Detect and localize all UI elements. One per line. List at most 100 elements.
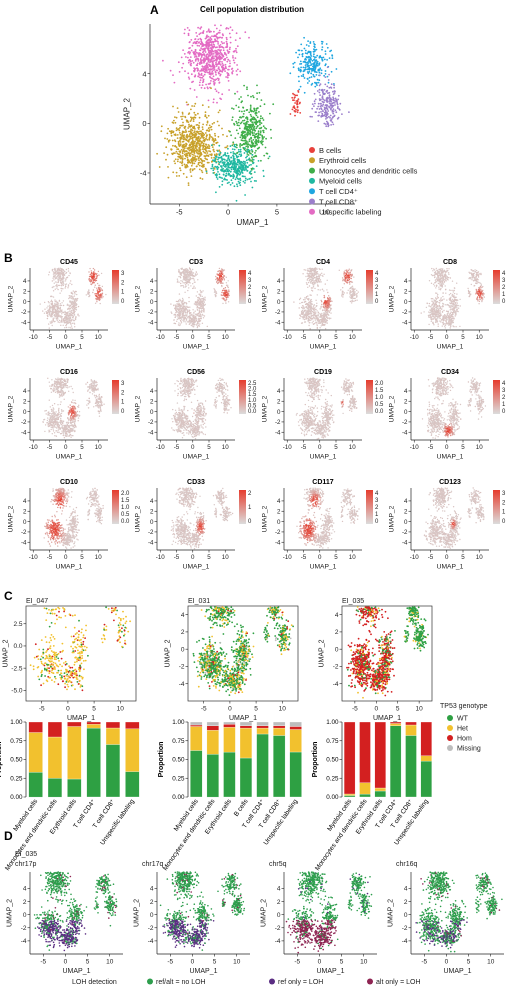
expression-point <box>192 319 195 321</box>
scatter-point <box>266 152 269 155</box>
scatter-point <box>221 177 224 180</box>
scatter-point <box>182 138 185 141</box>
scatter-point <box>246 153 249 155</box>
expression-point <box>65 326 68 329</box>
legend-label: B cells <box>319 146 341 155</box>
scatter-point <box>201 84 204 86</box>
expression-point <box>187 306 190 308</box>
scatter-point <box>198 152 201 155</box>
scatter-point <box>298 49 301 52</box>
scatter-point <box>208 71 211 74</box>
expression-point <box>94 286 96 288</box>
scatter-point <box>226 38 228 41</box>
expression-point <box>180 282 182 285</box>
scatter-point <box>189 41 191 43</box>
expression-point <box>176 311 179 313</box>
scatter-point <box>204 114 207 116</box>
scatter-point <box>186 165 189 168</box>
scatter-point <box>270 137 273 139</box>
expression-point <box>57 310 59 312</box>
scatter-point <box>250 163 252 166</box>
expression-point <box>194 273 197 275</box>
expression-point <box>182 301 184 303</box>
scatter-point <box>209 36 212 39</box>
scatter-point <box>233 143 236 146</box>
scatter-point <box>197 152 200 155</box>
expression-point <box>184 269 186 271</box>
scatter-point <box>215 161 218 164</box>
legend-label: Unspecific labeling <box>319 208 382 217</box>
scatter-point <box>228 51 231 53</box>
expression-point <box>225 302 227 304</box>
scatter-point <box>321 48 323 51</box>
expression-point <box>72 296 74 298</box>
scatter-point <box>250 148 253 151</box>
legend-label: Monocytes and dendritic cells <box>319 166 418 175</box>
scatter-point <box>309 53 312 56</box>
expression-point <box>70 296 73 298</box>
expression-point <box>221 284 223 287</box>
scatter-point <box>185 101 188 104</box>
scatter-point <box>229 163 232 166</box>
scatter-point <box>235 129 238 132</box>
scatter-point <box>181 135 184 137</box>
scatter-point <box>205 172 208 175</box>
expression-point <box>227 286 229 289</box>
scatter-point <box>199 148 202 151</box>
expression-point <box>198 297 200 299</box>
scatter-point <box>212 35 215 38</box>
scatter-point <box>203 148 206 151</box>
expression-point <box>196 325 199 327</box>
scatter-point <box>298 80 300 83</box>
scatter-point <box>182 130 185 133</box>
scatter-point <box>318 79 321 82</box>
expression-point <box>88 291 90 293</box>
expression-point <box>54 320 56 323</box>
scatter-point <box>221 180 224 183</box>
scatter-point <box>207 127 210 130</box>
expression-point <box>185 302 187 304</box>
scatter-point <box>215 51 218 54</box>
scatter-point <box>207 35 210 38</box>
expression-point <box>178 301 180 303</box>
scatter-point <box>248 111 251 114</box>
expression-point <box>193 321 195 324</box>
scatter-point <box>216 178 219 180</box>
scatter-point <box>187 72 190 75</box>
expression-point <box>54 304 57 306</box>
expression-point <box>62 278 64 281</box>
scatter-point <box>225 174 228 177</box>
expression-point <box>66 320 68 323</box>
scatter-point <box>196 57 199 60</box>
scatter-point <box>185 136 188 138</box>
expression-point <box>176 320 178 322</box>
scatter-point <box>188 130 190 133</box>
scatter-point <box>194 127 196 130</box>
scatter-point <box>211 163 214 166</box>
expression-point <box>177 313 180 315</box>
expression-point <box>87 292 90 295</box>
scatter-point <box>181 118 183 120</box>
scatter-point <box>198 126 201 129</box>
scatter-point <box>333 102 336 104</box>
legend-label: Myeloid cells <box>319 177 362 186</box>
scatter-point <box>304 64 307 66</box>
panel-label-c: C <box>4 589 13 603</box>
expression-point <box>42 310 44 312</box>
y-tick-label: 4 <box>142 69 146 78</box>
scatter-point <box>324 63 327 66</box>
expression-point <box>188 267 191 269</box>
expression-point <box>182 303 185 305</box>
expression-point <box>59 321 61 324</box>
expression-point <box>201 306 203 308</box>
expression-point <box>63 318 65 320</box>
scatter-point <box>250 118 253 121</box>
scatter-point <box>242 113 245 115</box>
scatter-point <box>205 35 208 38</box>
scatter-point <box>188 125 191 128</box>
scatter-point <box>187 56 189 59</box>
expression-point <box>72 312 74 315</box>
scatter-point <box>259 123 261 126</box>
expression-point <box>182 279 184 281</box>
